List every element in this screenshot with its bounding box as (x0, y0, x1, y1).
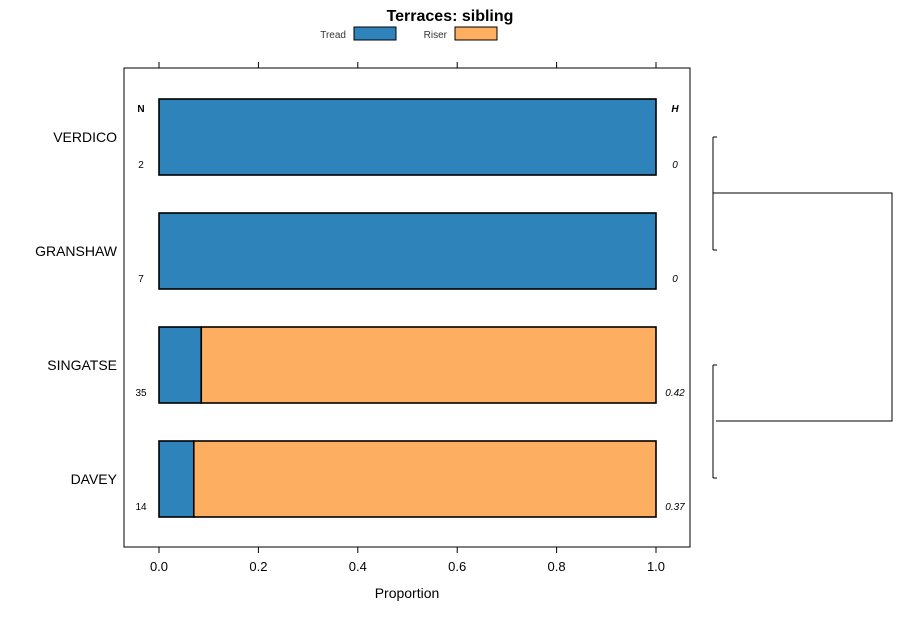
legend-swatch-riser (454, 26, 498, 41)
h-value-davey: 0.37 (665, 502, 685, 513)
h-column-header: H (671, 104, 679, 115)
category-label-singatse: SINGATSE (47, 357, 117, 373)
dendrogram (712, 136, 893, 479)
bar-annotations: 2 0 7 0 35 0.42 14 0.37 (135, 160, 685, 513)
h-value-granshaw: 0 (672, 274, 678, 285)
x-tick-label-2: 0.4 (349, 559, 367, 574)
x-tick-label-5: 1.0 (647, 559, 665, 574)
x-axis: 0.0 0.2 0.4 0.6 0.8 1.0 (150, 547, 665, 574)
legend-label-tread: Tread (320, 30, 346, 41)
category-label-granshaw: GRANSHAW (35, 243, 118, 259)
n-value-davey: 14 (135, 502, 147, 513)
x-tick-label-4: 0.8 (548, 559, 566, 574)
bar-verdico-tread (158, 98, 657, 176)
bars (158, 98, 657, 518)
bar-singatse-tread (158, 326, 203, 404)
n-column-header: N (137, 104, 144, 115)
h-value-verdico: 0 (672, 160, 678, 171)
legend: Tread Riser (320, 26, 498, 41)
dendrogram-branch-3 (713, 192, 893, 422)
n-value-granshaw: 7 (138, 274, 144, 285)
n-value-singatse: 35 (135, 388, 147, 399)
x-tick-label-1: 0.2 (249, 559, 267, 574)
bar-davey-riser (192, 440, 657, 518)
x-tick-label-3: 0.6 (448, 559, 466, 574)
chart-title: Terraces: sibling (387, 8, 514, 25)
category-labels: VERDICO GRANSHAW SINGATSE DAVEY (35, 129, 118, 487)
h-value-singatse: 0.42 (665, 388, 685, 399)
legend-swatch-tread (353, 26, 397, 41)
n-value-verdico: 2 (138, 160, 144, 171)
x-axis-title: Proportion (375, 585, 440, 601)
category-label-verdico: VERDICO (53, 129, 117, 145)
x-tick-label-0: 0.0 (150, 559, 168, 574)
bar-singatse-riser (200, 326, 657, 404)
category-label-davey: DAVEY (71, 471, 118, 487)
plot-frame (123, 67, 691, 548)
bar-davey-tread (158, 440, 195, 518)
top-axis-ticks (158, 62, 657, 68)
legend-label-riser: Riser (424, 30, 448, 41)
bar-granshaw-tread (158, 212, 657, 290)
